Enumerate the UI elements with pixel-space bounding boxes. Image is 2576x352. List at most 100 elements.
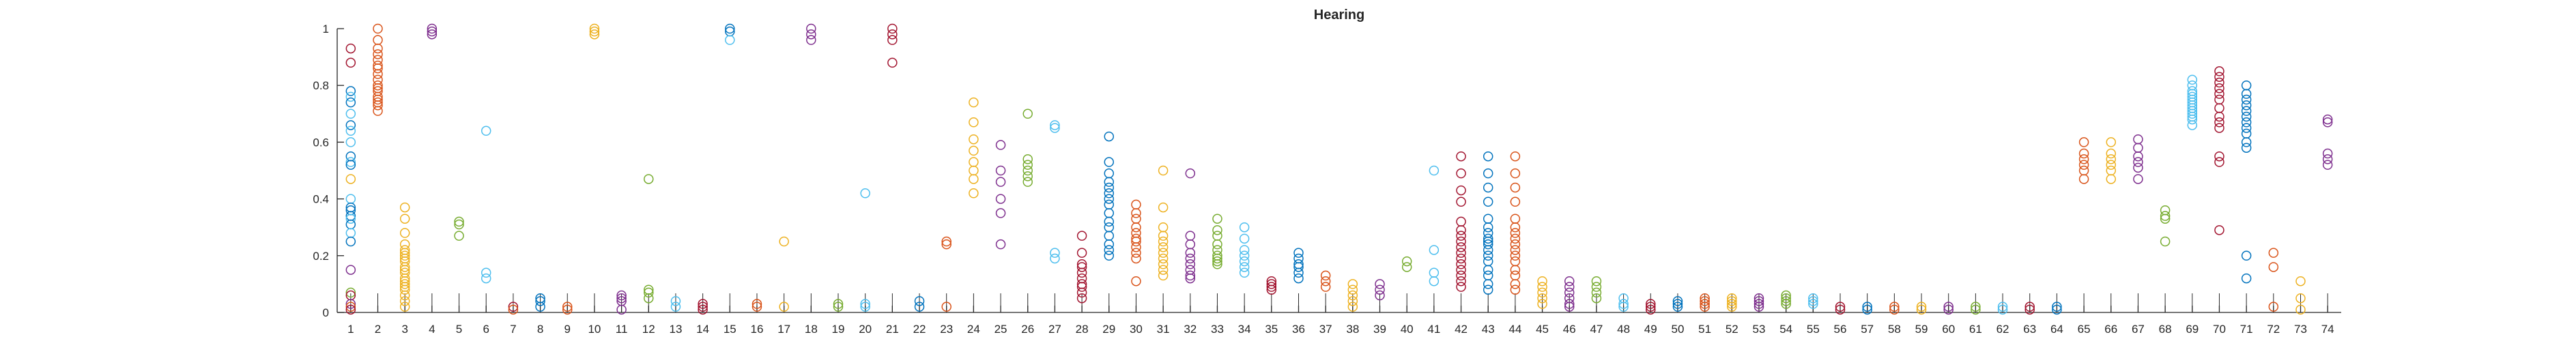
- x-tick-label: 4: [429, 323, 435, 336]
- data-point: [1808, 299, 1818, 309]
- x-tick-label: 63: [2023, 323, 2036, 336]
- data-point: [2214, 151, 2224, 162]
- x-tick-label: 70: [2213, 323, 2226, 336]
- data-point: [399, 290, 410, 301]
- data-point: [2241, 250, 2252, 261]
- data-point: [1727, 302, 1737, 312]
- data-point: [1618, 299, 1629, 309]
- x-tick-label: 68: [2159, 323, 2172, 336]
- data-point: [345, 174, 356, 184]
- data-point: [1375, 284, 1385, 295]
- data-point: [345, 86, 356, 96]
- data-point: [1456, 259, 1466, 269]
- data-point: [399, 228, 410, 238]
- x-tick-label: 42: [1455, 323, 1468, 336]
- data-point: [1375, 279, 1385, 289]
- data-point: [1672, 302, 1683, 312]
- data-point: [1483, 151, 1493, 162]
- data-point: [2295, 276, 2306, 287]
- data-point: [1429, 245, 1440, 255]
- data-point: [1672, 299, 1683, 309]
- data-point: [1591, 276, 1602, 287]
- data-point: [1510, 196, 1521, 207]
- data-point: [1158, 165, 1169, 176]
- data-point: [399, 262, 410, 272]
- data-point: [2024, 302, 2035, 312]
- data-point: [1429, 165, 1440, 176]
- data-point: [1700, 302, 1710, 312]
- x-tick-label: 34: [1238, 323, 1251, 336]
- data-point: [399, 302, 410, 312]
- data-point: [833, 299, 844, 309]
- data-point: [2214, 117, 2224, 128]
- data-point: [1510, 182, 1521, 193]
- data-point: [1050, 253, 1060, 264]
- data-point: [1158, 259, 1169, 269]
- data-point: [1375, 290, 1385, 301]
- data-point: [1104, 245, 1115, 255]
- data-point: [1591, 287, 1602, 298]
- data-point: [1456, 270, 1466, 281]
- x-tick-label: 67: [2132, 323, 2145, 336]
- data-point: [914, 296, 925, 306]
- data-point: [1239, 245, 1250, 255]
- data-point: [1456, 265, 1466, 275]
- data-point: [399, 250, 410, 261]
- data-point: [1050, 123, 1060, 133]
- x-tick-label: 14: [696, 323, 709, 336]
- data-point: [1320, 270, 1331, 281]
- data-point: [914, 302, 925, 312]
- x-tick-label: 29: [1102, 323, 1115, 336]
- data-point: [345, 219, 356, 230]
- data-point: [1754, 299, 1764, 309]
- data-point: [454, 219, 464, 230]
- data-point: [1564, 282, 1575, 292]
- data-point: [2106, 154, 2117, 164]
- data-point: [2133, 174, 2143, 184]
- x-tick-label: 32: [1184, 323, 1197, 336]
- data-point: [373, 80, 383, 91]
- data-point: [345, 302, 356, 312]
- data-point: [1456, 242, 1466, 252]
- data-point: [1104, 199, 1115, 210]
- x-tick-label: 59: [1915, 323, 1928, 336]
- data-point: [1104, 131, 1115, 142]
- data-point: [1104, 250, 1115, 261]
- data-point: [2106, 160, 2117, 170]
- x-tick-label: 54: [1779, 323, 1792, 336]
- data-point: [1022, 177, 1033, 187]
- data-point: [1835, 302, 1846, 312]
- data-point: [1483, 233, 1493, 244]
- data-point: [806, 35, 816, 45]
- data-point: [833, 302, 844, 312]
- x-tick-label: 40: [1401, 323, 1414, 336]
- x-tick-label: 2: [375, 323, 381, 336]
- data-point: [1456, 225, 1466, 235]
- data-point: [345, 97, 356, 108]
- x-tick-label: 13: [669, 323, 682, 336]
- data-point: [1754, 302, 1764, 312]
- x-tick-label: 71: [2240, 323, 2253, 336]
- data-point: [399, 284, 410, 295]
- data-point: [1456, 282, 1466, 292]
- data-point: [1158, 265, 1169, 275]
- data-point: [2241, 89, 2252, 99]
- data-point: [1131, 276, 1141, 287]
- data-point: [2214, 77, 2224, 88]
- x-tick-label: 64: [2050, 323, 2063, 336]
- data-point: [1239, 250, 1250, 261]
- data-point: [1266, 282, 1277, 292]
- data-point: [1239, 256, 1250, 267]
- data-point: [1997, 304, 2008, 315]
- data-point: [1347, 279, 1358, 289]
- data-point: [2133, 134, 2143, 145]
- data-point: [969, 117, 979, 128]
- x-tick-label: 58: [1888, 323, 1901, 336]
- data-point: [2322, 154, 2333, 164]
- x-tick-label: 23: [940, 323, 953, 336]
- x-tick-label: 72: [2267, 323, 2280, 336]
- data-point: [1131, 248, 1141, 258]
- data-point: [1131, 214, 1141, 224]
- data-point: [1347, 296, 1358, 306]
